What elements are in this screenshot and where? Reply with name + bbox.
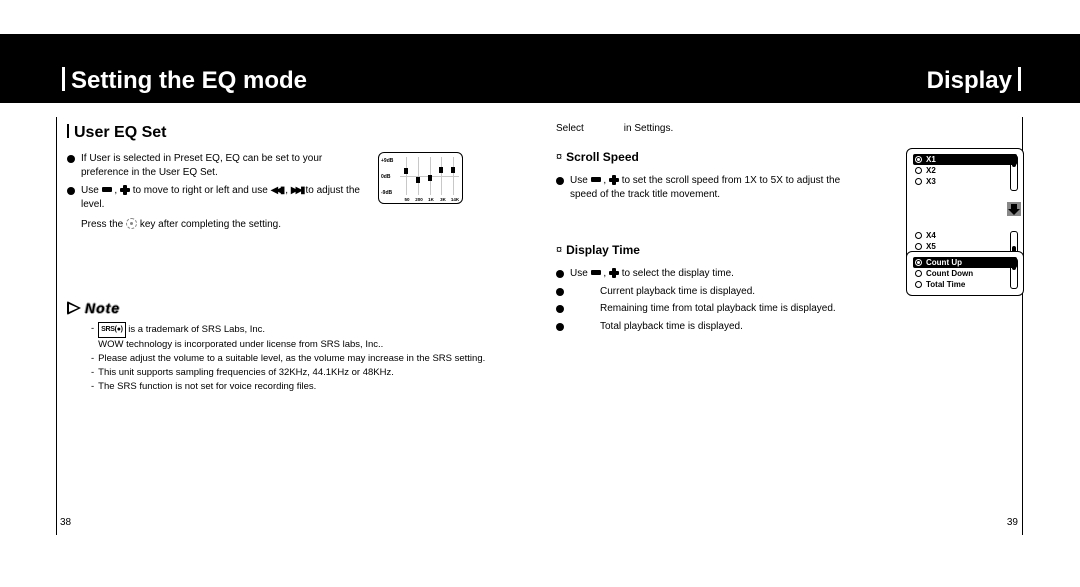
- eq-slider: [404, 168, 408, 174]
- device-option: X3: [913, 176, 1017, 187]
- document-spread: Setting the EQ mode Display 38 39 User E…: [0, 0, 1080, 587]
- srs-badge: SRS(●): [98, 322, 125, 338]
- eq-slider: [451, 167, 455, 173]
- eq-freq-label: 1K: [425, 197, 437, 202]
- display-time-bullet-use: Use , to select the display time.: [556, 267, 856, 281]
- minus-icon: [591, 177, 601, 182]
- device-option: Count Up: [913, 257, 1017, 268]
- minus-icon: [102, 187, 112, 192]
- note-list: -SRS(●) is a trademark of SRS Labs, Inc.…: [91, 322, 527, 394]
- device-option: X4: [913, 230, 1017, 241]
- display-time-item: Remaining time from total playback time …: [556, 302, 856, 316]
- press-line: Press the key after completing the setti…: [81, 218, 527, 232]
- eq-freq-label: 50: [401, 197, 413, 202]
- header-right-title: Display: [927, 67, 1012, 94]
- plus-icon: [609, 175, 619, 185]
- display-time-item: Current playback time is displayed.: [556, 285, 856, 299]
- eq-freq-label: 3K: [437, 197, 449, 202]
- eq-slider: [439, 167, 443, 173]
- scroll-speed-section: ¤Scroll Speed Use , to set the scroll sp…: [556, 150, 1024, 201]
- right-column: Selectin Settings. ¤Scroll Speed Use , t…: [556, 123, 1024, 363]
- user-eq-heading: User EQ Set: [67, 124, 527, 142]
- arrow-down-icon: [1007, 202, 1021, 216]
- eq-slider: [416, 177, 420, 183]
- select-line: Selectin Settings.: [556, 123, 1024, 134]
- eq-freq-label: 14K: [449, 197, 461, 202]
- page-number-left: 38: [60, 517, 71, 528]
- note-triangle-icon: [67, 301, 81, 315]
- plus-icon: [609, 268, 619, 278]
- forward-icon: ▶▶▮: [291, 184, 303, 198]
- header-left-title: Setting the EQ mode: [71, 67, 307, 94]
- device-option: X1: [913, 154, 1017, 165]
- minus-icon: [591, 270, 601, 275]
- scroll-speed-bullet: Use , to set the scroll speed from 1X to…: [556, 174, 856, 201]
- eq-preview-box: +9dB 0dB -9dB 502001K3K14K: [378, 152, 463, 204]
- eq-slider: [428, 175, 432, 181]
- device-option: X2: [913, 165, 1017, 176]
- display-time-device: Count UpCount DownTotal Time: [906, 251, 1024, 296]
- header-left: Setting the EQ mode: [56, 67, 307, 95]
- left-margin-rule: [56, 117, 57, 535]
- page-number-right: 39: [1007, 517, 1018, 528]
- device-option: Count Down: [913, 268, 1017, 279]
- rewind-icon: ◀◀▮: [271, 184, 283, 198]
- note-header: Note: [67, 300, 527, 316]
- display-time-section: ¤Display Time Use , to select the displa…: [556, 243, 1024, 333]
- header-right: Display: [927, 67, 1027, 95]
- plus-icon: [120, 185, 130, 195]
- display-time-item: Total playback time is displayed.: [556, 320, 856, 334]
- eq-freq-label: 200: [413, 197, 425, 202]
- select-key-icon: [126, 218, 137, 229]
- device-option: Total Time: [913, 279, 1017, 290]
